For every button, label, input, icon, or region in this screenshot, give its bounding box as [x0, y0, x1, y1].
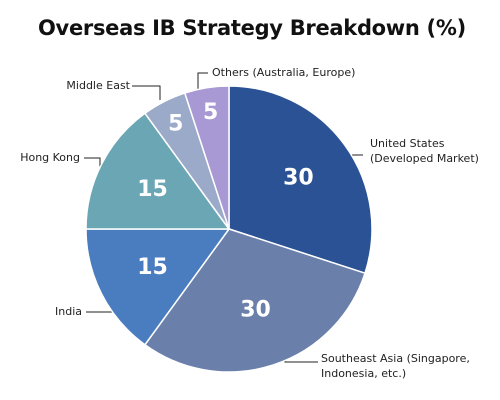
pie-slice	[85, 228, 231, 346]
leader-line	[84, 157, 101, 172]
value-label: 30	[283, 166, 314, 191]
value-label: 5	[168, 112, 183, 137]
category-label: Middle East	[66, 79, 130, 92]
pie-slice	[228, 85, 373, 275]
pie-slice	[143, 228, 366, 373]
category-label: Hong Kong	[20, 151, 80, 164]
value-label: 5	[203, 100, 218, 125]
value-label: 30	[240, 298, 271, 323]
category-label: United States (Developed Market)	[370, 137, 479, 165]
value-label: 15	[137, 177, 168, 202]
category-label: India	[55, 305, 82, 318]
category-label: Others (Australia, Europe)	[212, 66, 356, 79]
pie-slice	[183, 85, 230, 230]
leader-line	[132, 85, 161, 100]
value-label: 15	[137, 255, 168, 280]
pie-slice	[85, 112, 231, 230]
category-label: Southeast Asia (Singapore, Indonesia, et…	[321, 352, 470, 380]
chart-title: Overseas IB Strategy Breakdown (%)	[38, 16, 466, 40]
